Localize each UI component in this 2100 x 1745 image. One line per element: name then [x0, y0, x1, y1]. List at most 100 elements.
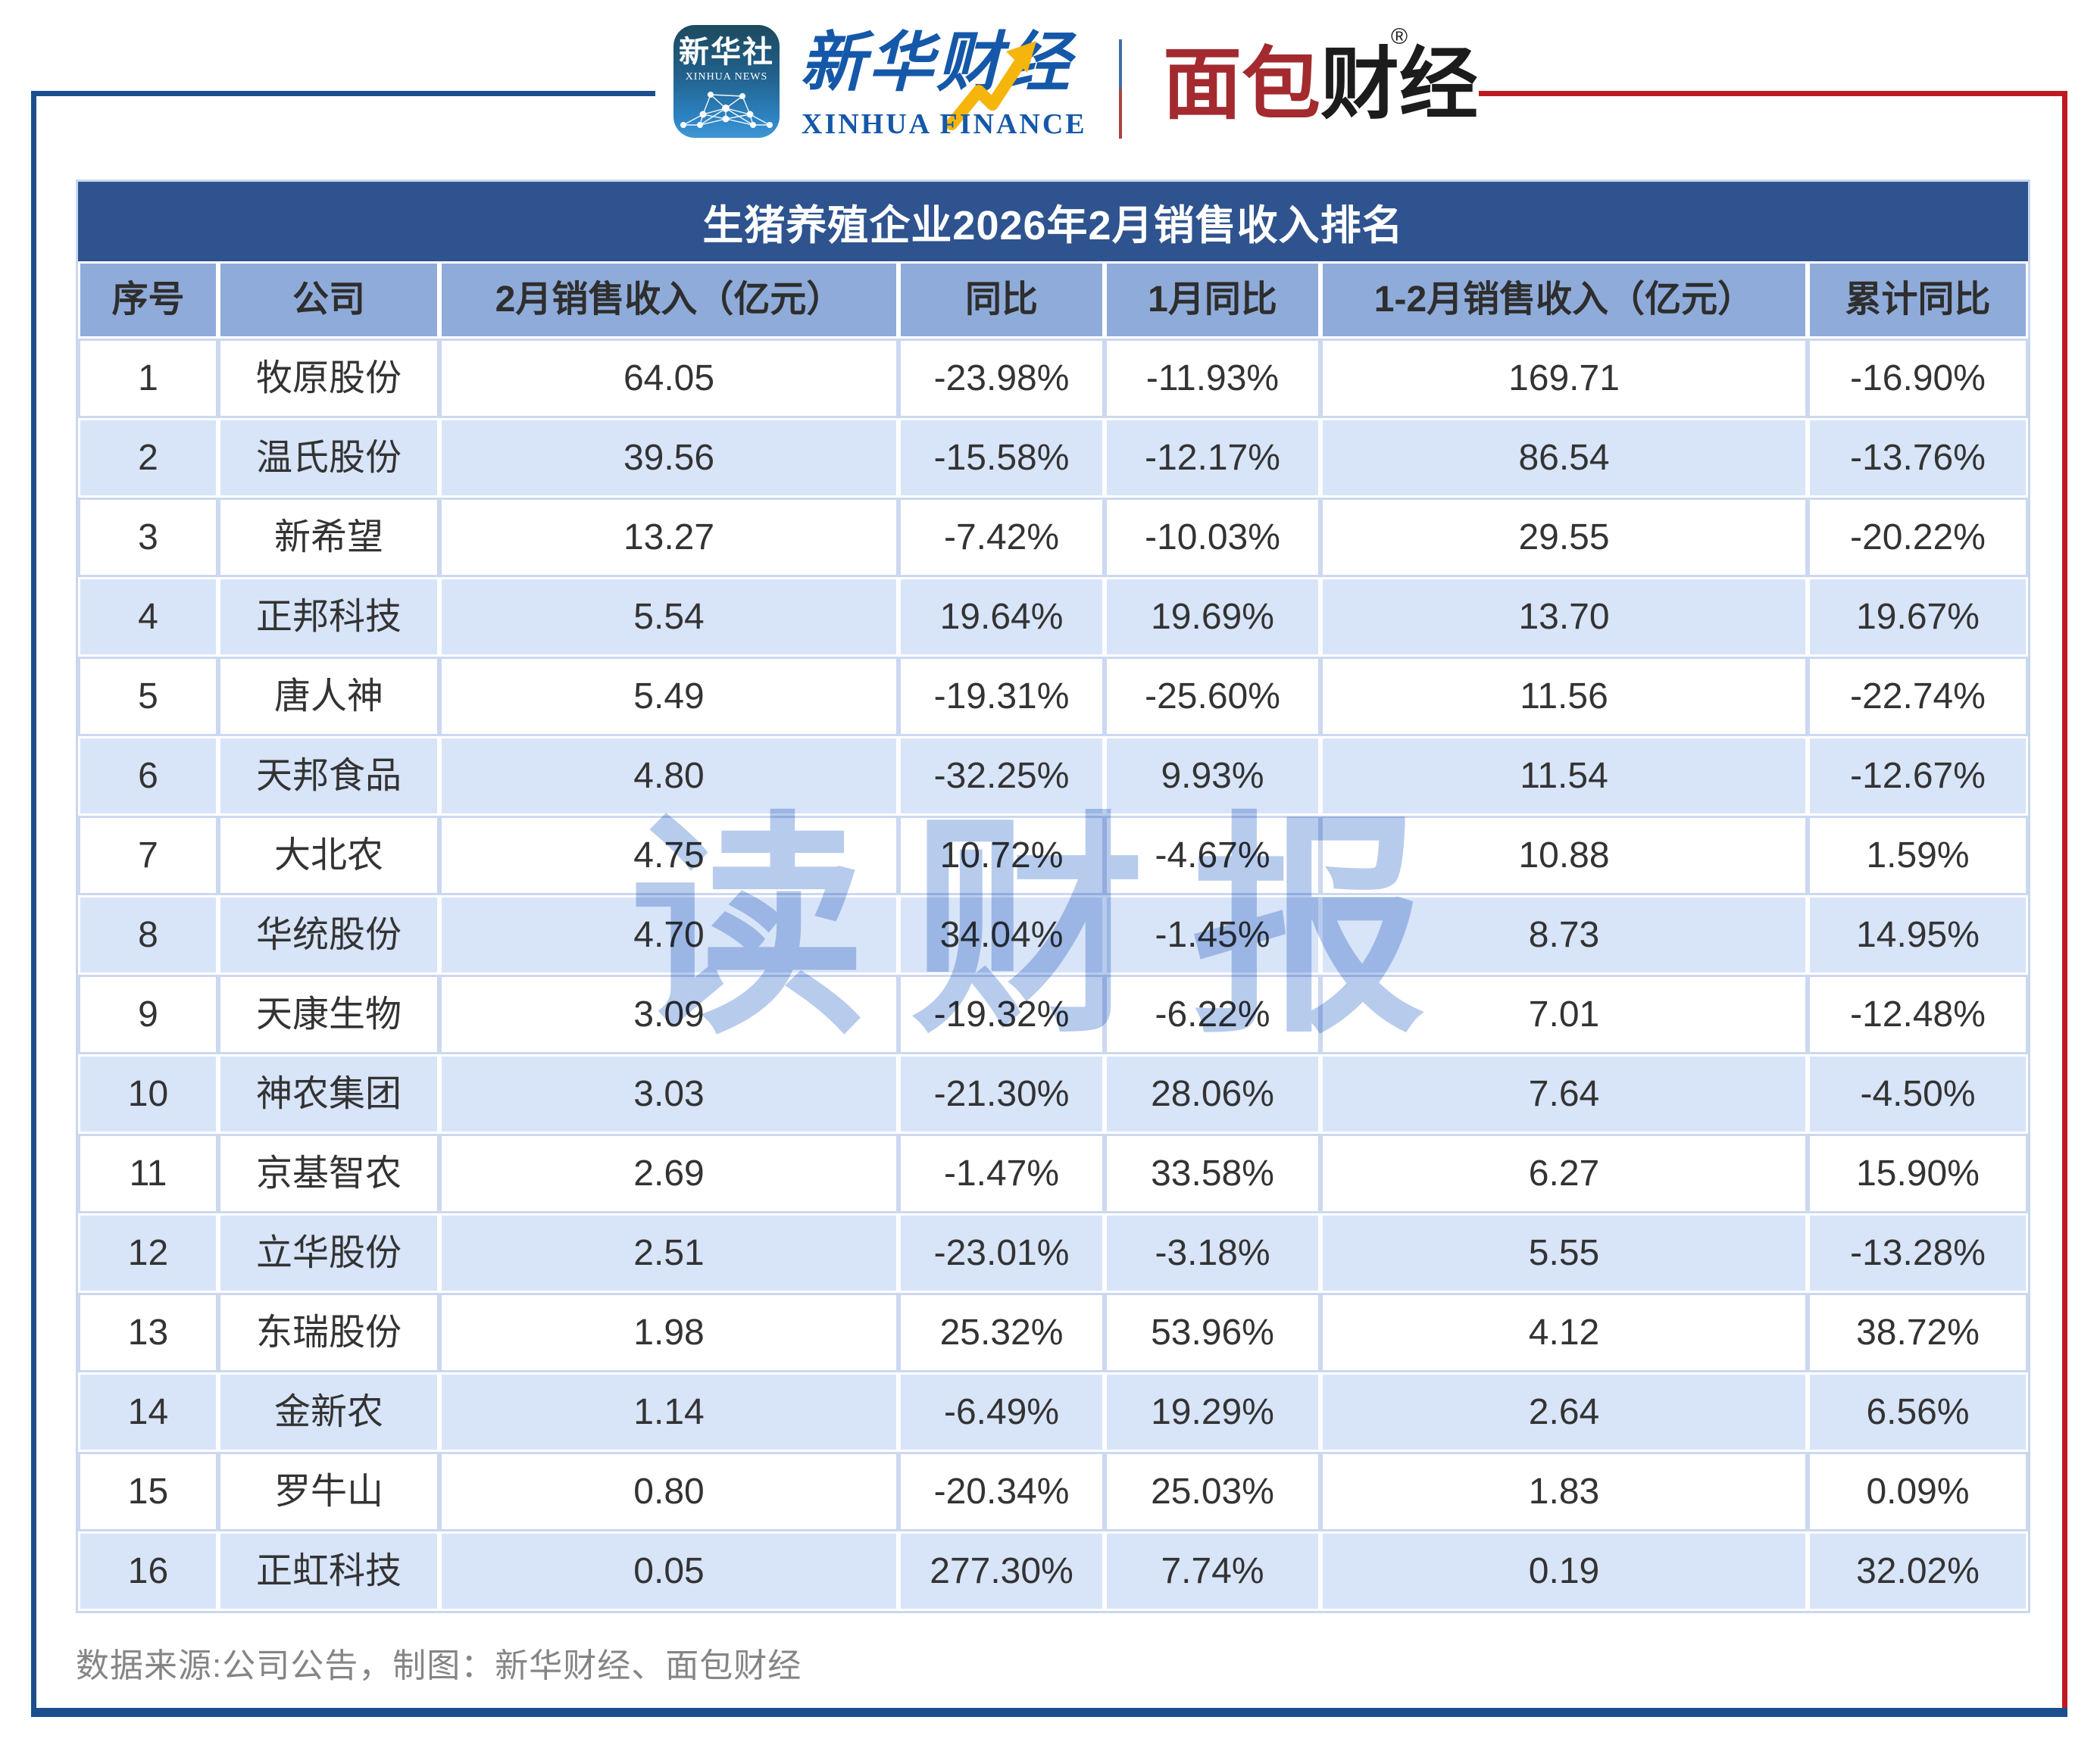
table-row: 15 罗牛山 0.80 -20.34% 25.03% 1.83 0.09% [78, 1452, 2028, 1531]
table-cell: 0.19 [1320, 1531, 1808, 1611]
table-title: 生猪养殖企业2026年2月销售收入排名 [78, 182, 2028, 261]
table-cell: -12.67% [1808, 736, 2028, 816]
frame-border-right [2062, 91, 2067, 1716]
mianbao-finance-logo: 面包财经 [1163, 38, 1478, 133]
table-cell: -32.25% [898, 736, 1105, 816]
table-cell: -20.22% [1808, 498, 2028, 577]
table-cell: 28.06% [1105, 1054, 1320, 1134]
table-cell: 9 [78, 975, 218, 1054]
table-cell: -12.48% [1808, 975, 2028, 1054]
mianbao-logo-red-part: 面包 [1163, 41, 1321, 129]
table-cell: 5.49 [439, 657, 898, 736]
company-cell: 牧原股份 [218, 339, 439, 418]
table-cell: 8 [78, 895, 218, 975]
table-row: 8 华统股份 4.70 34.04% -1.45% 8.73 14.95% [78, 895, 2028, 975]
table-cell: -12.17% [1105, 418, 1320, 498]
header-cell-5: 1-2月销售收入（亿元） [1320, 261, 1808, 339]
table-cell: 29.55 [1320, 498, 1808, 577]
header-cell-3: 同比 [898, 261, 1105, 339]
table-cell: 64.05 [439, 339, 898, 418]
table-cell: 1.83 [1320, 1452, 1808, 1531]
registered-trademark-symbol: ® [1391, 24, 1408, 49]
table-row: 13 东瑞股份 1.98 25.32% 53.96% 4.12 38.72% [78, 1293, 2028, 1372]
table-cell: -1.45% [1105, 895, 1320, 975]
table-cell: -6.22% [1105, 975, 1320, 1054]
table-cell: 19.29% [1105, 1372, 1320, 1452]
table-cell: -19.32% [898, 975, 1105, 1054]
company-cell: 立华股份 [218, 1213, 439, 1293]
company-cell: 唐人神 [218, 657, 439, 736]
table-cell: 38.72% [1808, 1293, 2028, 1372]
frame-border-top-left [31, 91, 655, 96]
table-cell: -13.76% [1808, 418, 2028, 498]
table-cell: 6 [78, 736, 218, 816]
table-cell: 15 [78, 1452, 218, 1531]
table-cell: 32.02% [1808, 1531, 2028, 1611]
table-cell: 4.80 [439, 736, 898, 816]
table-row: 16 正虹科技 0.05 277.30% 7.74% 0.19 32.02% [78, 1531, 2028, 1611]
table-cell: 19.67% [1808, 577, 2028, 657]
table-cell: 10.88 [1320, 816, 1808, 895]
table-cell: 13.70 [1320, 577, 1808, 657]
table-cell: 2.64 [1320, 1372, 1808, 1452]
table-cell: 15.90% [1808, 1134, 2028, 1213]
table-cell: 11 [78, 1134, 218, 1213]
table-cell: -22.74% [1808, 657, 2028, 736]
table-cell: 5.54 [439, 577, 898, 657]
xinhua-news-app-icon: 新华社 XINHUA NEWS [673, 25, 780, 138]
table-cell: 4.70 [439, 895, 898, 975]
ranking-table: 序号 公司 2月销售收入（亿元） 同比 1月同比 1-2月销售收入（亿元） 累计同比 1 牧原… [78, 261, 2028, 1611]
table-cell: 7.74% [1105, 1531, 1320, 1611]
table-row: 7 大北农 4.75 10.72% -4.67% 10.88 1.59% [78, 816, 2028, 895]
ranking-table-container: 生猪养殖企业2026年2月销售收入排名 序号 公司 2月销售收入（亿元） 同比 1月同比… [76, 179, 2030, 1613]
table-cell: -20.34% [898, 1452, 1105, 1531]
header-cell-4: 1月同比 [1105, 261, 1320, 339]
header-cell-6: 累计同比 [1808, 261, 2028, 339]
table-cell: 2.69 [439, 1134, 898, 1213]
table-cell: -4.67% [1105, 816, 1320, 895]
table-cell: 6.56% [1808, 1372, 2028, 1452]
table-cell: -11.93% [1105, 339, 1320, 418]
table-cell: 1 [78, 339, 218, 418]
table-cell: 33.58% [1105, 1134, 1320, 1213]
table-cell: 4 [78, 577, 218, 657]
table-cell: 169.71 [1320, 339, 1808, 418]
table-row: 6 天邦食品 4.80 -32.25% 9.93% 11.54 -12.67% [78, 736, 2028, 816]
table-header-row: 序号 公司 2月销售收入（亿元） 同比 1月同比 1-2月销售收入（亿元） 累计同比 [78, 261, 2028, 339]
table-cell: 1.98 [439, 1293, 898, 1372]
xinhua-news-icon-cn-label: 新华社 [679, 36, 774, 69]
table-cell: 0.80 [439, 1452, 898, 1531]
company-cell: 天康生物 [218, 975, 439, 1054]
table-cell: 25.32% [898, 1293, 1105, 1372]
table-cell: 19.69% [1105, 577, 1320, 657]
table-row: 11 京基智农 2.69 -1.47% 33.58% 6.27 15.90% [78, 1134, 2028, 1213]
table-cell: 8.73 [1320, 895, 1808, 975]
frame-border-top-right [1479, 91, 2067, 96]
table-header-row: 序号 公司 2月销售收入（亿元） 同比 1月同比 1-2月销售收入（亿元） 累计同比 [78, 261, 2028, 339]
table-row: 1 牧原股份 64.05 -23.98% -11.93% 169.71 -16.90% [78, 339, 2028, 418]
table-cell: 4.75 [439, 816, 898, 895]
table-cell: 14.95% [1808, 895, 2028, 975]
table-cell: -7.42% [898, 498, 1105, 577]
network-globe-icon [680, 92, 773, 128]
table-cell: -16.90% [1808, 339, 2028, 418]
company-cell: 罗牛山 [218, 1452, 439, 1531]
table-cell: 4.12 [1320, 1293, 1808, 1372]
table-cell: 34.04% [898, 895, 1105, 975]
company-cell: 东瑞股份 [218, 1293, 439, 1372]
table-cell: 19.64% [898, 577, 1105, 657]
xinhua-news-icon-en-label: XINHUA NEWS [685, 71, 768, 83]
table-cell: 1.14 [439, 1372, 898, 1452]
table-cell: 7 [78, 816, 218, 895]
table-cell: 16 [78, 1531, 218, 1611]
table-cell: 12 [78, 1213, 218, 1293]
table-cell: 10.72% [898, 816, 1105, 895]
table-cell: 0.09% [1808, 1452, 2028, 1531]
header-cell-2: 2月销售收入（亿元） [439, 261, 898, 339]
table-body: 1 牧原股份 64.05 -23.98% -11.93% 169.71 -16.90% 2 温氏… [78, 339, 2028, 1611]
table-cell: 14 [78, 1372, 218, 1452]
table-cell: -3.18% [1105, 1213, 1320, 1293]
table-row: 9 天康生物 3.09 -19.32% -6.22% 7.01 -12.48% [78, 975, 2028, 1054]
company-cell: 神农集团 [218, 1054, 439, 1134]
